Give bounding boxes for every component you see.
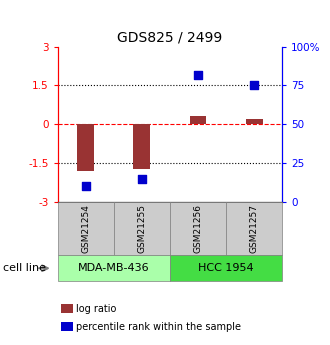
Point <box>195 72 201 77</box>
Point <box>139 176 145 181</box>
Text: GSM21255: GSM21255 <box>137 204 147 253</box>
Bar <box>133 124 150 169</box>
Text: HCC 1954: HCC 1954 <box>198 263 254 273</box>
Text: GSM21257: GSM21257 <box>249 204 259 253</box>
Text: MDA-MB-436: MDA-MB-436 <box>78 263 150 273</box>
Bar <box>77 124 94 171</box>
Text: percentile rank within the sample: percentile rank within the sample <box>76 322 241 332</box>
Title: GDS825 / 2499: GDS825 / 2499 <box>117 30 222 44</box>
Bar <box>189 117 206 124</box>
Text: log ratio: log ratio <box>76 304 116 314</box>
Text: GSM21256: GSM21256 <box>193 204 203 253</box>
Point <box>83 184 88 189</box>
Point <box>251 82 257 88</box>
Bar <box>246 119 263 124</box>
Text: cell line: cell line <box>3 263 46 273</box>
Text: GSM21254: GSM21254 <box>81 204 90 253</box>
